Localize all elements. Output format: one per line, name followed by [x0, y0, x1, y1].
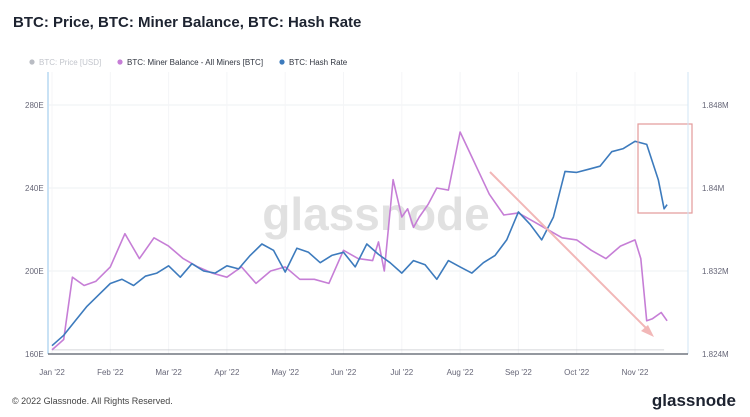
series-layer: [51, 131, 668, 351]
series-line-1: [51, 131, 668, 351]
x-tick-label: Jun '22: [331, 368, 357, 377]
watermark: glassnode: [262, 188, 490, 240]
x-tick-label: Mar '22: [155, 368, 182, 377]
x-tick-label: Aug '22: [447, 368, 474, 377]
x-tick-label: Sep '22: [505, 368, 532, 377]
left-tick-label: 160E: [25, 350, 44, 359]
axes: 280E 240E 200E 160E 1.848M 1.84M 1.832M 1.824M J…: [25, 72, 729, 377]
left-tick-label: 280E: [25, 101, 44, 110]
annotations: [489, 123, 693, 337]
series-line-2: [51, 140, 668, 347]
trend-arrow-shaft: [489, 171, 651, 333]
right-tick-label: 1.84M: [702, 184, 725, 193]
x-tick-label: Jan '22: [39, 368, 65, 377]
highlight-box: [637, 123, 693, 214]
x-tick-label: May '22: [271, 368, 299, 377]
legend-marker: [279, 59, 285, 65]
copyright-text: © 2022 Glassnode. All Rights Reserved.: [12, 396, 173, 406]
legend-marker: [29, 59, 35, 65]
right-tick-label: 1.848M: [702, 101, 729, 110]
legend: BTC: Price [USD] BTC: Miner Balance - All…: [29, 58, 348, 67]
trend-arrow-head: [641, 325, 654, 337]
grid: [48, 72, 688, 355]
legend-label: BTC: Hash Rate: [289, 58, 348, 67]
chart-title: BTC: Price, BTC: Miner Balance, BTC: Has…: [13, 14, 362, 31]
brand-logo: glassnode: [651, 391, 736, 410]
x-tick-label: Apr '22: [214, 368, 240, 377]
legend-label: BTC: Price [USD]: [39, 58, 101, 67]
left-tick-label: 200E: [25, 267, 44, 276]
left-tick-label: 240E: [25, 184, 44, 193]
x-tick-label: Jul '22: [390, 368, 413, 377]
x-tick-label: Nov '22: [622, 368, 649, 377]
legend-marker: [117, 59, 123, 65]
x-tick-label: Oct '22: [564, 368, 590, 377]
x-tick-label: Feb '22: [97, 368, 124, 377]
right-tick-label: 1.824M: [702, 350, 729, 359]
right-tick-label: 1.832M: [702, 267, 729, 276]
legend-label: BTC: Miner Balance - All Miners [BTC]: [127, 58, 263, 67]
plot-area: [48, 72, 688, 354]
